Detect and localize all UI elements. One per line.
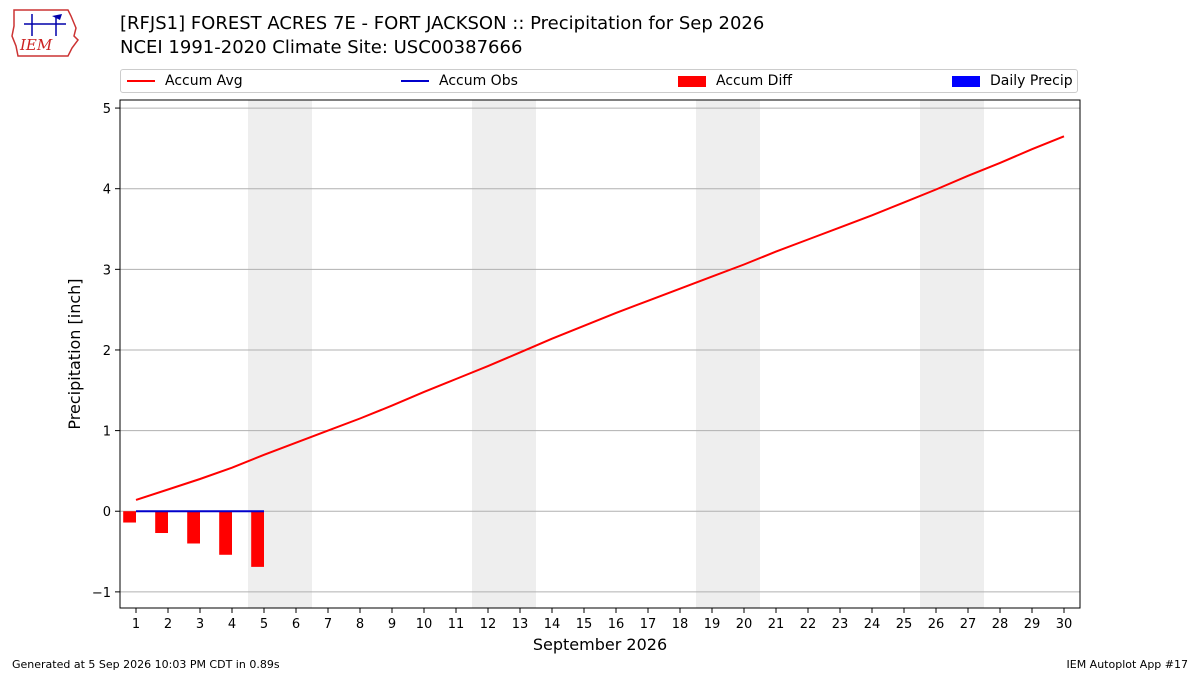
y-tick-label: −1 [92,586,111,601]
x-axis-label: September 2026 [533,635,667,654]
x-tick-label: 14 [544,617,561,632]
x-tick-label: 16 [608,617,625,632]
x-tick-label: 9 [388,617,396,632]
legend-item-daily-precip: Daily Precip [952,70,1073,92]
x-tick-label: 18 [672,617,689,632]
y-tick-label: 4 [103,183,111,198]
bar-accum-diff [187,511,200,544]
x-tick-label: 13 [512,617,529,632]
x-tick-label: 7 [324,617,332,632]
legend-swatch-accum-avg [127,80,155,82]
x-tick-label: 8 [356,617,364,632]
x-tick-label: 21 [768,617,785,632]
x-tick-label: 15 [576,617,593,632]
x-tick-label: 27 [960,617,977,632]
y-tick-label: 3 [103,263,111,278]
x-tick-label: 19 [704,617,721,632]
legend-label-accum-avg: Accum Avg [165,73,243,89]
legend-label-accum-diff: Accum Diff [716,73,793,89]
x-tick-label: 5 [260,617,268,632]
logo-text: IEM [19,36,53,54]
generated-footer: Generated at 5 Sep 2026 10:03 PM CDT in … [12,658,280,671]
x-tick-label: 6 [292,617,300,632]
bar-accum-diff [251,511,264,567]
chart-legend: Accum Avg Accum Obs Accum Diff Daily Pre… [120,69,1078,93]
x-tick-label: 3 [196,617,204,632]
legend-item-accum-avg: Accum Avg [127,70,243,92]
iowa-outline-shape [11,9,79,57]
x-tick-label: 17 [640,617,657,632]
legend-label-accum-obs: Accum Obs [439,73,518,89]
x-tick-label: 28 [992,617,1009,632]
x-tick-label: 30 [1056,617,1073,632]
x-tick-label: 12 [480,617,497,632]
x-tick-label: 11 [448,617,465,632]
bar-accum-diff [123,511,136,523]
y-tick-label: 1 [103,425,111,440]
x-tick-label: 29 [1024,617,1041,632]
app-footer: IEM Autoplot App #17 [1066,658,1189,671]
legend-item-accum-diff: Accum Diff [678,70,792,92]
y-tick-label: 0 [103,505,111,520]
x-tick-label: 1 [132,617,140,632]
iem-logo: IEM [11,9,79,57]
y-tick-label: 5 [103,102,111,117]
x-tick-label: 20 [736,617,753,632]
x-tick-label: 2 [164,617,172,632]
weekend-shade [696,100,760,608]
legend-swatch-accum-obs [401,80,429,82]
bar-accum-diff [219,511,232,555]
x-tick-label: 22 [800,617,817,632]
chart-subtitle: NCEI 1991-2020 Climate Site: USC00387666 [120,37,523,58]
chart-title: [RFJS1] FOREST ACRES 7E - FORT JACKSON :… [120,13,765,34]
chart-title-block: [RFJS1] FOREST ACRES 7E - FORT JACKSON :… [120,12,764,60]
legend-label-daily-precip: Daily Precip [990,73,1073,89]
x-tick-label: 4 [228,617,236,632]
bar-accum-diff [155,511,168,534]
legend-item-accum-obs: Accum Obs [401,70,518,92]
x-tick-label: 25 [896,617,913,632]
y-axis-label: Precipitation [inch] [65,278,84,429]
legend-swatch-accum-diff [678,75,706,87]
plot-frame [119,99,1081,609]
weekend-shade [920,100,984,608]
weekend-shade [472,100,536,608]
x-tick-label: 10 [416,617,433,632]
line-accum-avg [135,135,1065,501]
y-tick-label: 2 [103,344,111,359]
x-tick-label: 23 [832,617,849,632]
x-tick-label: 26 [928,617,945,632]
wind-vane-shape [52,14,62,20]
x-tick-label: 24 [864,617,881,632]
legend-swatch-daily-precip [952,75,980,87]
